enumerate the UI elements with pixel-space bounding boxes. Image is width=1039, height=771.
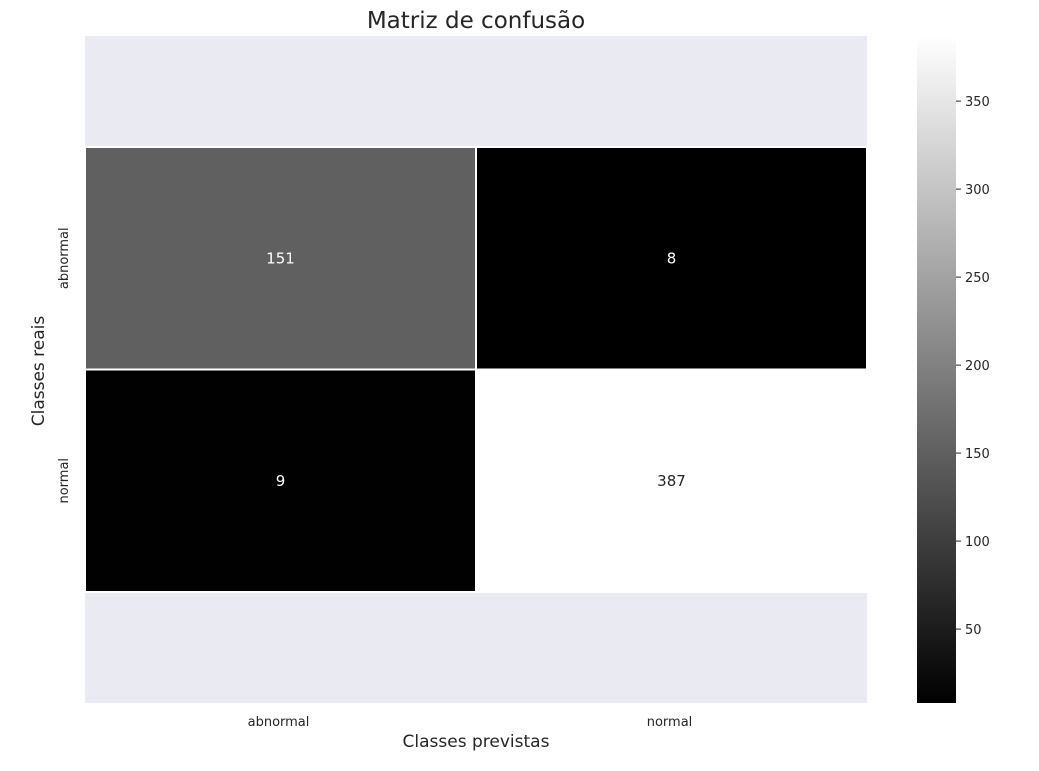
colorbar — [917, 36, 956, 703]
chart-title: Matriz de confusão — [367, 8, 585, 34]
colorbar-tick-label: 200 — [965, 359, 990, 374]
y-tick-label: abnormal — [57, 227, 72, 289]
heatmap-cells — [84, 146, 868, 593]
colorbar-tick-label: 150 — [965, 447, 990, 462]
colorbar-tick-label: 350 — [965, 95, 990, 110]
cell-value-label: 151 — [266, 249, 295, 267]
x-tick-label: abnormal — [248, 715, 310, 730]
heatmap-cell-labels: 151 8 9 387 — [266, 249, 686, 490]
y-axis-label: Classes reais — [29, 316, 49, 427]
colorbar-tick-label: 300 — [965, 183, 990, 198]
y-tick-labels: abnormal normal — [57, 227, 72, 503]
heatmap-cell — [475, 368, 868, 593]
x-tick-labels: abnormal normal — [248, 715, 693, 730]
heatmap-cell — [84, 368, 477, 593]
cell-value-label: 8 — [667, 249, 677, 267]
colorbar-ticks: 50 100 150 200 250 300 350 — [956, 95, 990, 638]
heatmap-cell — [475, 146, 868, 371]
heatmap-cell — [84, 146, 477, 371]
colorbar-tick-label: 100 — [965, 535, 990, 550]
x-axis-label: Classes previstas — [403, 732, 550, 752]
cell-value-label: 9 — [276, 472, 286, 490]
colorbar-tick-label: 250 — [965, 271, 990, 286]
y-tick-label: normal — [57, 458, 72, 504]
colorbar-tick-label: 50 — [965, 623, 982, 638]
x-tick-label: normal — [647, 715, 693, 730]
cell-value-label: 387 — [657, 472, 686, 490]
